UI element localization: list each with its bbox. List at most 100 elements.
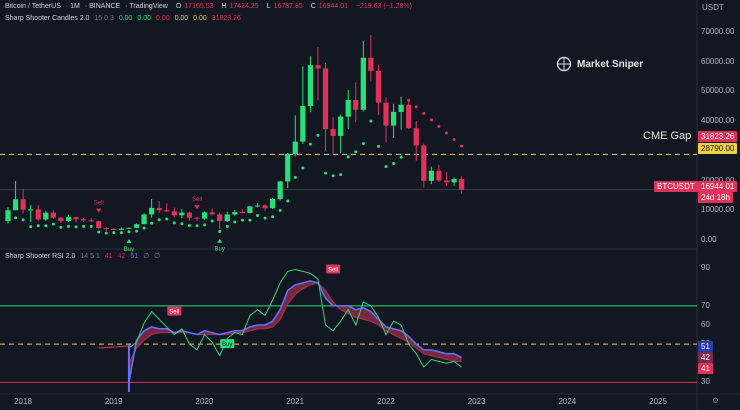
stop-dot: [89, 224, 93, 228]
gap-high-tag: 31823.26: [698, 131, 738, 142]
stop-dot: [51, 222, 55, 226]
candle-body: [20, 199, 26, 210]
symbol-price-tag: BTCUSDT: [654, 181, 698, 192]
indicator2-value: 41: [104, 253, 113, 260]
time-tick-label: 2018: [14, 397, 32, 406]
stop-dot: [376, 144, 380, 148]
indicator2-value: ∅: [154, 253, 161, 260]
logo: Market Sniper: [556, 56, 643, 72]
indicator1-legend[interactable]: Sharp Shooter Candles 2.0 15 0.3 0.00 0.…: [5, 15, 244, 22]
indicator1-value: 0.00: [193, 15, 207, 22]
candle-body: [353, 99, 359, 110]
stop-dot: [59, 225, 63, 229]
stop-dot: [119, 231, 123, 235]
stop-dot: [354, 150, 358, 154]
indicator2-value: 42: [117, 253, 126, 260]
stop-dot: [286, 199, 290, 203]
rsi-cloud: [128, 280, 462, 383]
candle-body: [459, 179, 465, 190]
stop-dot: [218, 230, 222, 234]
rsi-tick-label: 60: [701, 320, 710, 329]
candle-body: [81, 219, 87, 221]
candle-body: [375, 70, 382, 103]
candle-body: [126, 227, 132, 229]
candle-body: [28, 209, 34, 211]
candle-body: [383, 102, 389, 126]
price-tick-label: 40000.00: [701, 116, 735, 126]
indicator2-params: 14 5 1: [80, 253, 100, 260]
stop-dot: [150, 221, 154, 225]
candle-body: [345, 99, 351, 117]
stop-dot: [399, 155, 403, 159]
stop-dot: [172, 221, 176, 225]
stop-dot: [112, 231, 116, 235]
sell-label: Sell: [94, 201, 104, 207]
stop-dot: [278, 208, 282, 212]
candle-body: [73, 217, 79, 220]
sell-label: Sell: [192, 197, 202, 203]
stop-dot: [361, 142, 365, 146]
indicator1-value: 0.00: [155, 15, 170, 22]
stop-dot: [407, 98, 411, 102]
candle-body: [398, 104, 404, 112]
stop-dot: [225, 224, 229, 228]
buy-arrow-icon: [126, 239, 132, 243]
time-tick-label: 2020: [195, 397, 214, 406]
indicator2-legend[interactable]: Sharp Shooter RSI 2.0 14 5 1 41 42 51 ∅ …: [5, 252, 163, 260]
indicator1-value: 0.00: [137, 15, 152, 22]
buy-arrow-icon: [217, 238, 223, 243]
stop-dot: [308, 142, 312, 146]
currency-label[interactable]: USDT: [702, 3, 724, 12]
stop-dot: [248, 218, 252, 222]
stop-dot: [157, 218, 161, 222]
candle-body: [43, 212, 49, 220]
stop-dot: [142, 226, 146, 230]
candle-body: [292, 141, 298, 154]
stop-dot: [263, 216, 267, 220]
candle-body: [149, 207, 155, 215]
candle-body: [164, 210, 170, 212]
stop-dot: [233, 220, 237, 224]
candle-body: [368, 57, 374, 71]
candle-body: [270, 198, 276, 209]
stop-dot: [346, 155, 350, 159]
stop-dot: [324, 171, 328, 175]
candle-body: [118, 228, 124, 230]
indicator2-name: Sharp Shooter RSI 2.0: [5, 253, 76, 260]
rsi-start-line: [98, 345, 129, 349]
crosshair-logo-icon: [556, 56, 572, 72]
symbol-title[interactable]: Bitcoin / TetherUS · 1M · BINANCE · Trad…: [5, 3, 168, 10]
stop-dot: [240, 218, 244, 222]
ohlc-high: H 17424.25: [221, 3, 259, 10]
stop-dot: [271, 215, 275, 219]
candle-body: [428, 170, 434, 181]
rsi-slow-line: [128, 282, 462, 364]
candle-body: [156, 207, 162, 211]
stop-dot: [135, 229, 139, 233]
time-tick-label: 2025: [649, 397, 667, 406]
rsi-tick-label: 90: [701, 262, 710, 272]
stop-dot: [82, 224, 86, 228]
price-tick-label: 50000.00: [701, 86, 735, 96]
buy-label: Buy: [215, 247, 225, 253]
candle-body: [96, 221, 102, 229]
stop-dot: [414, 105, 418, 109]
candle-body: [224, 214, 230, 221]
rsi-signal-line: [128, 268, 462, 368]
candle-body: [451, 179, 457, 183]
candle-body: [330, 129, 336, 136]
stop-dot: [195, 224, 199, 228]
indicator1-value: 0.00: [118, 15, 133, 22]
candle-body: [315, 65, 321, 69]
settings-gear-icon[interactable]: ⚙: [712, 396, 720, 405]
time-tick-label: 2019: [104, 397, 123, 406]
indicator1-params: 15 0.3: [94, 15, 114, 22]
candle-body: [436, 170, 442, 181]
candle-body: [111, 229, 117, 230]
stop-dot: [422, 111, 426, 115]
rsi-fast-line: [128, 280, 462, 383]
rsi-tag-51: 51: [698, 341, 713, 352]
price-tick-label: 10000.00: [701, 205, 735, 215]
buy-label: Buy: [124, 247, 134, 253]
